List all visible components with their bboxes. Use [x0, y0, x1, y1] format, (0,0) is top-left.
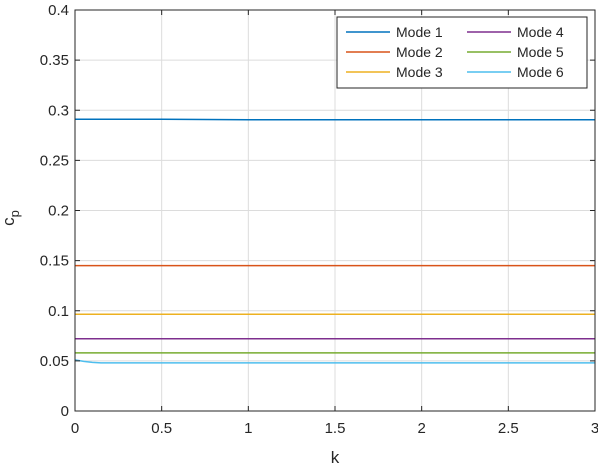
- series-line-mode-1: [75, 118, 595, 121]
- y-axis-label-subscript: p: [7, 210, 22, 217]
- legend-label-mode-1: Mode 1: [396, 24, 443, 40]
- legend-label-mode-3: Mode 3: [396, 64, 443, 80]
- legend: Mode 1 Mode 2 Mode 3 Mode 4 Mode 5 Mode 6: [336, 16, 588, 89]
- y-tick-label: 0.4: [48, 2, 69, 19]
- legend-label-mode-6: Mode 6: [517, 64, 564, 80]
- y-tick-label: 0: [61, 403, 69, 420]
- legend-label-mode-2: Mode 2: [396, 44, 443, 60]
- x-axis-label: k: [331, 448, 340, 467]
- y-tick-label: 0.05: [40, 353, 69, 370]
- x-tick-labels: 0 0.5 1 1.5 2 2.5 3: [71, 420, 598, 437]
- x-tick-label: 2: [417, 420, 425, 437]
- series-lines: [74, 118, 595, 364]
- y-axis-label-main: c: [0, 217, 18, 226]
- legend-label-mode-4: Mode 4: [517, 24, 564, 40]
- y-tick-label: 0.25: [40, 152, 69, 169]
- y-tick-label: 0.15: [40, 253, 69, 270]
- y-tick-label: 0.2: [48, 203, 69, 220]
- y-tick-label: 0.3: [48, 102, 69, 119]
- legend-label-mode-5: Mode 5: [517, 44, 564, 60]
- y-tick-label: 0.1: [48, 303, 69, 320]
- y-tick-label: 0.35: [40, 52, 69, 69]
- series-line-mode-6: [74, 359, 595, 364]
- axis-ticks: [74, 9, 596, 412]
- y-tick-labels: 0 0.05 0.1 0.15 0.2 0.25 0.3 0.35 0.4: [40, 2, 69, 420]
- x-tick-label: 0: [71, 420, 79, 437]
- x-tick-label: 1.5: [325, 420, 346, 437]
- y-axis-label: cp: [0, 210, 22, 226]
- x-tick-label: 2.5: [498, 420, 519, 437]
- x-tick-label: 0.5: [151, 420, 172, 437]
- x-tick-label: 3: [591, 420, 598, 437]
- x-tick-label: 1: [244, 420, 252, 437]
- grid-lines: [75, 10, 595, 411]
